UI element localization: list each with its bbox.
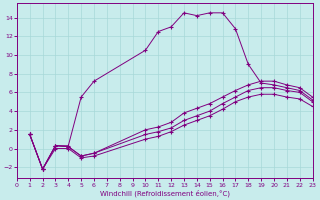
X-axis label: Windchill (Refroidissement éolien,°C): Windchill (Refroidissement éolien,°C) <box>100 189 230 197</box>
